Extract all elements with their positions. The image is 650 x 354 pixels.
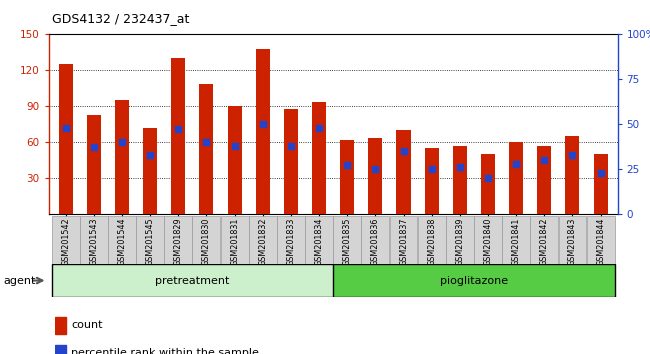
Bar	[340, 139, 354, 214]
Bar	[249, 216, 277, 264]
Text: GSM201838: GSM201838	[427, 218, 436, 266]
Bar	[418, 216, 446, 264]
Text: pretreatment: pretreatment	[155, 275, 229, 286]
Point	[426, 166, 437, 172]
Bar	[164, 216, 192, 264]
Point	[229, 143, 240, 148]
Point	[117, 139, 127, 145]
Text: agent: agent	[3, 275, 36, 286]
Bar	[192, 216, 220, 264]
Bar	[333, 264, 615, 297]
Bar	[143, 127, 157, 214]
Bar	[115, 100, 129, 214]
Bar	[538, 145, 551, 214]
Point	[145, 152, 155, 158]
Text: GSM201837: GSM201837	[399, 218, 408, 266]
Point	[286, 143, 296, 148]
Bar	[171, 58, 185, 214]
Text: GSM201843: GSM201843	[568, 218, 577, 266]
Point	[539, 157, 549, 163]
Bar	[396, 130, 411, 214]
Text: GSM201829: GSM201829	[174, 218, 183, 267]
Text: GSM201833: GSM201833	[287, 218, 295, 266]
Text: GSM201839: GSM201839	[456, 218, 464, 266]
Text: GDS4132 / 232437_at: GDS4132 / 232437_at	[52, 12, 189, 25]
Text: pioglitazone: pioglitazone	[440, 275, 508, 286]
Text: GSM201544: GSM201544	[118, 218, 127, 266]
Bar	[108, 216, 136, 264]
Point	[454, 164, 465, 170]
Bar	[284, 109, 298, 214]
Point	[370, 166, 380, 172]
Bar	[481, 154, 495, 214]
Bar	[200, 84, 213, 214]
Bar	[446, 216, 474, 264]
Bar	[474, 216, 502, 264]
Text: GSM201842: GSM201842	[540, 218, 549, 266]
Text: GSM201832: GSM201832	[258, 218, 267, 266]
Bar	[52, 216, 79, 264]
Bar	[593, 154, 608, 214]
Point	[567, 152, 578, 158]
Text: count: count	[72, 320, 103, 330]
Bar	[558, 216, 586, 264]
Text: GSM201840: GSM201840	[484, 218, 493, 266]
Point	[511, 161, 521, 166]
Bar	[55, 316, 66, 333]
Bar	[220, 216, 248, 264]
Bar	[312, 102, 326, 214]
Point	[88, 144, 99, 150]
Text: GSM201831: GSM201831	[230, 218, 239, 266]
Bar	[277, 216, 305, 264]
Text: GSM201543: GSM201543	[89, 218, 98, 266]
Bar	[227, 106, 242, 214]
Point	[398, 148, 409, 154]
Point	[202, 139, 212, 145]
Bar	[305, 216, 333, 264]
Point	[595, 170, 606, 176]
Bar	[509, 142, 523, 214]
Point	[314, 125, 324, 130]
Point	[60, 125, 71, 130]
Bar	[55, 345, 66, 354]
Bar	[80, 216, 108, 264]
Text: GSM201542: GSM201542	[61, 218, 70, 267]
Text: GSM201545: GSM201545	[146, 218, 155, 267]
Bar	[361, 216, 389, 264]
Text: GSM201834: GSM201834	[315, 218, 324, 266]
Text: GSM201830: GSM201830	[202, 218, 211, 266]
Bar	[502, 216, 530, 264]
Text: GSM201835: GSM201835	[343, 218, 352, 266]
Bar	[453, 145, 467, 214]
Bar	[369, 138, 382, 214]
Point	[173, 126, 183, 132]
Bar	[255, 49, 270, 214]
Bar	[389, 216, 417, 264]
Bar	[424, 148, 439, 214]
Bar	[86, 115, 101, 214]
Text: GSM201836: GSM201836	[371, 218, 380, 266]
Bar	[587, 216, 614, 264]
Bar	[530, 216, 558, 264]
Text: GSM201841: GSM201841	[512, 218, 521, 266]
Bar	[333, 216, 361, 264]
Bar	[566, 136, 580, 214]
Bar	[136, 216, 164, 264]
Text: percentile rank within the sample: percentile rank within the sample	[72, 348, 259, 354]
Text: GSM201844: GSM201844	[596, 218, 605, 266]
Point	[483, 175, 493, 181]
Point	[342, 162, 352, 168]
Bar	[58, 64, 73, 214]
Point	[257, 121, 268, 127]
Bar	[51, 264, 333, 297]
